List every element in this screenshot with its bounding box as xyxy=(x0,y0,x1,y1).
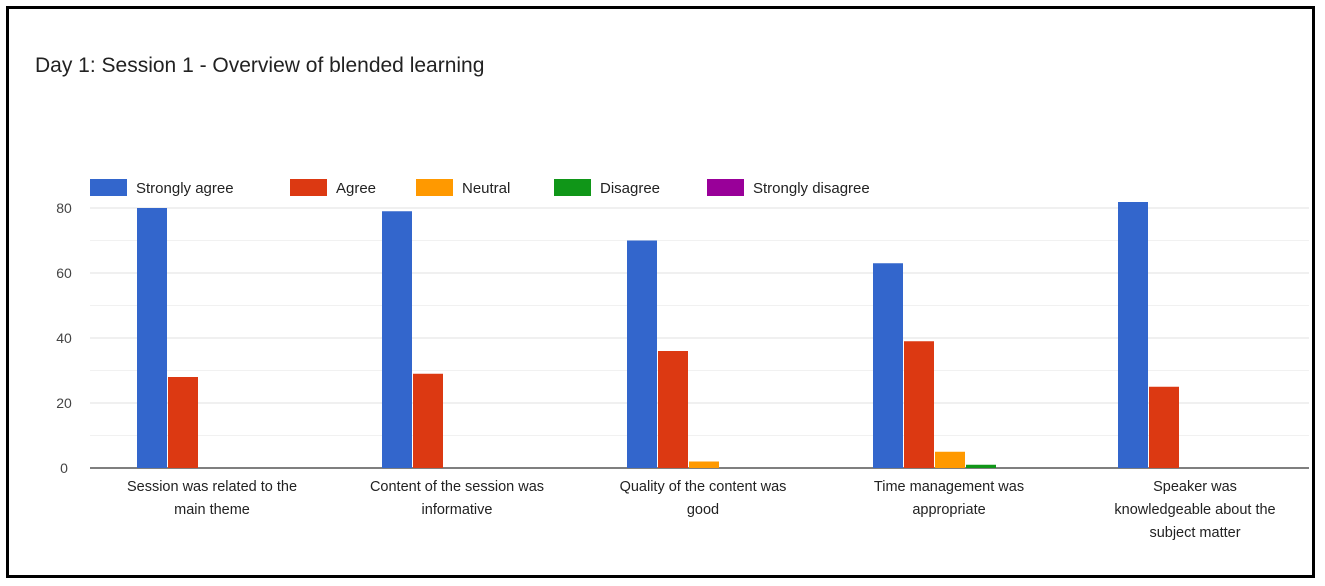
legend-swatch xyxy=(416,179,453,196)
y-axis-ticks: 0 20 40 60 80 xyxy=(56,200,72,476)
legend-label: Disagree xyxy=(600,180,660,197)
legend-label: Neutral xyxy=(462,180,510,197)
category-label: Speaker was xyxy=(1153,479,1237,495)
y-tick-label: 0 xyxy=(60,460,68,476)
bars xyxy=(137,198,1179,468)
legend-swatch xyxy=(554,179,591,196)
legend-swatch xyxy=(90,179,127,196)
bar-agree xyxy=(904,341,934,468)
category-label: Quality of the content was xyxy=(620,479,787,495)
category-label: informative xyxy=(422,502,493,518)
legend-swatch xyxy=(290,179,327,196)
legend-label: Strongly disagree xyxy=(753,180,870,197)
category-label: subject matter xyxy=(1149,525,1240,541)
bar-agree xyxy=(658,351,688,468)
gridlines xyxy=(90,207,1309,469)
chart-frame xyxy=(6,6,1315,578)
legend: Strongly agree Agree Neutral Disagree Strong… xyxy=(88,175,1309,202)
chart-title: Day 1: Session 1 - Overview of blended l… xyxy=(35,54,485,77)
bar-neutral xyxy=(689,461,719,468)
bar-disagree xyxy=(966,464,996,468)
legend-background xyxy=(88,175,1309,202)
category-label: main theme xyxy=(174,502,250,518)
bar-strongly-agree xyxy=(137,208,167,468)
bar-strongly-agree xyxy=(873,263,903,468)
category-labels: Session was related to the main theme Cont… xyxy=(127,479,1276,541)
category-label: knowledgeable about the xyxy=(1114,502,1275,518)
category-label: good xyxy=(687,502,719,518)
category-label: Content of the session was xyxy=(370,479,544,495)
bar-agree xyxy=(413,373,443,468)
y-tick-label: 80 xyxy=(56,200,72,216)
bar-strongly-agree xyxy=(382,211,412,468)
bar-strongly-agree xyxy=(1118,198,1148,468)
bar-agree xyxy=(168,377,198,468)
category-label: appropriate xyxy=(912,502,985,518)
legend-label: Agree xyxy=(336,180,376,197)
y-tick-label: 60 xyxy=(56,265,72,281)
legend-swatch xyxy=(707,179,744,196)
bar-neutral xyxy=(935,451,965,468)
bar-strongly-agree xyxy=(627,240,657,468)
category-label: Session was related to the xyxy=(127,479,297,495)
legend-label: Strongly agree xyxy=(136,180,234,197)
y-tick-label: 20 xyxy=(56,395,72,411)
category-label: Time management was xyxy=(874,479,1024,495)
y-tick-label: 40 xyxy=(56,330,72,346)
bar-agree xyxy=(1149,386,1179,468)
